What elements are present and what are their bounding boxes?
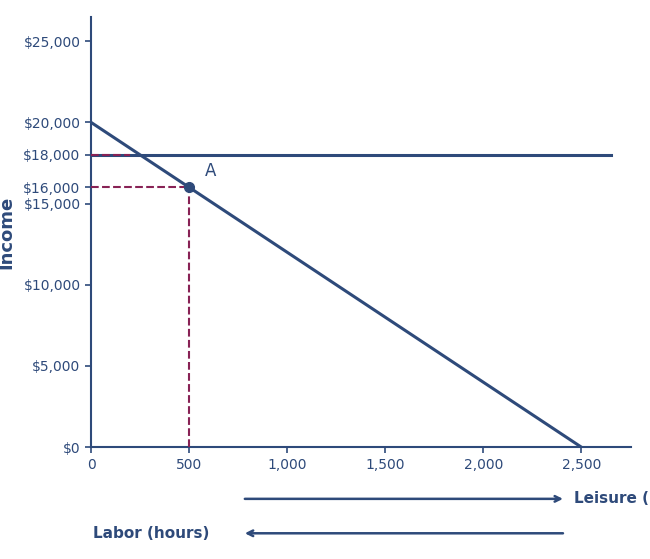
Y-axis label: Income: Income xyxy=(0,195,15,269)
Text: Labor (hours): Labor (hours) xyxy=(94,526,210,541)
Text: A: A xyxy=(205,162,216,180)
Text: Leisure (hours): Leisure (hours) xyxy=(574,491,650,506)
